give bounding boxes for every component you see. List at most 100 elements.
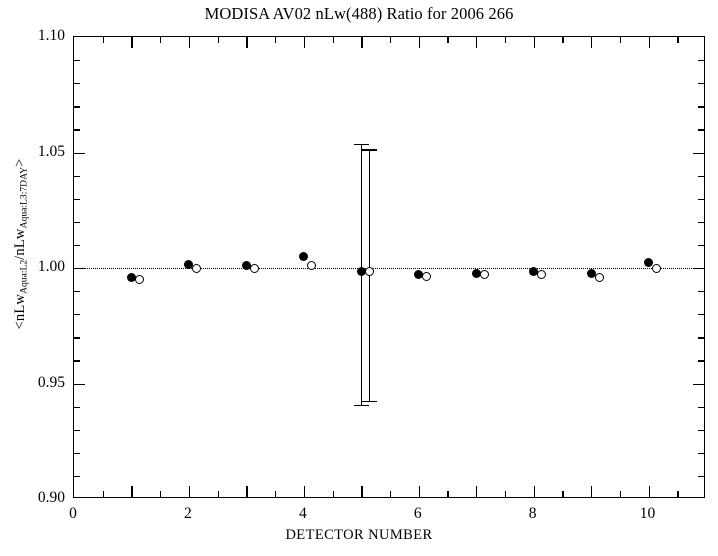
y-tick-right [698,291,704,293]
x-tick-top [648,37,650,48]
y-tick [74,152,85,154]
data-point-filled [529,267,539,277]
x-tick [447,491,449,497]
plot-frame [73,36,705,498]
x-tick [131,486,133,497]
y-tick-right [698,175,704,177]
y-tick-label: 1.05 [37,142,65,160]
y-tick [74,452,80,455]
error-bar-open-cap-top [361,149,377,151]
x-tick-top [390,37,392,43]
chart-title: MODISA AV02 nLw(488) Ratio for 2006 266 [204,4,514,23]
y-tick-right [698,244,704,247]
x-tick-top [504,37,507,43]
x-axis-title: DETECTOR NUMBER [285,527,433,543]
data-point-open [652,263,662,273]
y-tick-right [698,129,704,131]
x-tick-top [275,37,277,43]
data-point-filled [241,261,251,271]
x-tick [217,491,219,497]
data-point-open [192,263,202,273]
y-tick-right [698,337,704,339]
y-tick-right [698,198,704,200]
x-tick-top [102,37,105,43]
data-point-filled [126,272,136,282]
x-tick-top [303,37,306,48]
y-tick [74,314,80,316]
y-tick [74,360,80,362]
x-tick-top [533,37,535,48]
x-tick-top [447,37,449,43]
y-tick [74,406,80,408]
x-tick-top [131,37,133,48]
x-tick-top [677,37,679,43]
data-point-open [249,263,259,273]
y-tick-right [698,60,704,62]
x-tick-top [160,37,162,43]
data-point-open [594,272,604,282]
data-point-open [307,261,317,271]
y-tick [74,60,80,62]
x-tick [303,486,306,497]
x-tick [504,491,507,497]
y-axis-title-mid: /nLw [12,228,28,260]
y-axis-title-sub1: Aqua:L2 [18,259,30,294]
y-tick [74,337,80,339]
y-tick [74,475,80,478]
y-tick [74,221,80,224]
x-tick [648,486,650,497]
y-tick [74,129,80,131]
x-tick-top [418,37,421,48]
x-tick-label: 2 [184,505,192,522]
data-point-filled [644,258,654,268]
y-axis-title-tail: > [12,158,28,167]
x-tick [160,491,162,497]
y-tick [74,429,80,431]
x-tick-top [591,37,593,48]
data-point-open [422,271,432,281]
x-tick [246,486,248,497]
y-axis-title-lead: <nLw [12,293,28,330]
data-point-filled [356,266,366,276]
reference-line [74,268,704,269]
y-tick-label: 1.00 [37,258,65,275]
y-tick-right [698,360,704,362]
x-tick-top [246,37,248,48]
x-tick [591,486,593,497]
x-tick [476,486,478,497]
x-tick [102,491,105,497]
y-axis-title-wrapper: <nLwAqua:L2/nLwAqua:L3:7DAY> [11,14,37,474]
y-tick-right [698,475,704,478]
x-tick-label: 0 [69,505,77,522]
data-point-filled [414,269,424,279]
y-tick-right [693,152,704,154]
x-tick [533,486,535,497]
y-tick-label: 0.90 [37,489,65,506]
y-tick [74,106,80,108]
data-point-open [537,269,547,279]
y-tick [74,268,85,270]
y-tick [74,383,85,385]
y-tick-right [698,106,704,108]
data-point-open [364,267,374,277]
x-tick-top [217,37,219,43]
y-tick [74,83,80,85]
y-tick-right [693,268,704,270]
y-tick-label: 1.10 [37,27,65,44]
y-tick-right [698,83,704,85]
y-tick-right [698,452,704,455]
x-tick-label: 8 [528,505,537,522]
data-point-open [134,274,144,284]
y-tick-right [698,406,704,408]
x-tick [188,486,191,497]
data-point-filled [184,259,194,269]
x-tick-top [476,37,478,48]
plot-area [74,37,704,497]
y-tick-label: 0.95 [37,373,65,391]
y-tick [74,244,80,247]
x-tick-top [361,37,363,48]
y-axis-title: <nLwAqua:L2/nLwAqua:L3:7DAY> [12,158,30,330]
error-bar-filled-cap-top [353,144,369,146]
data-point-filled [299,252,309,262]
